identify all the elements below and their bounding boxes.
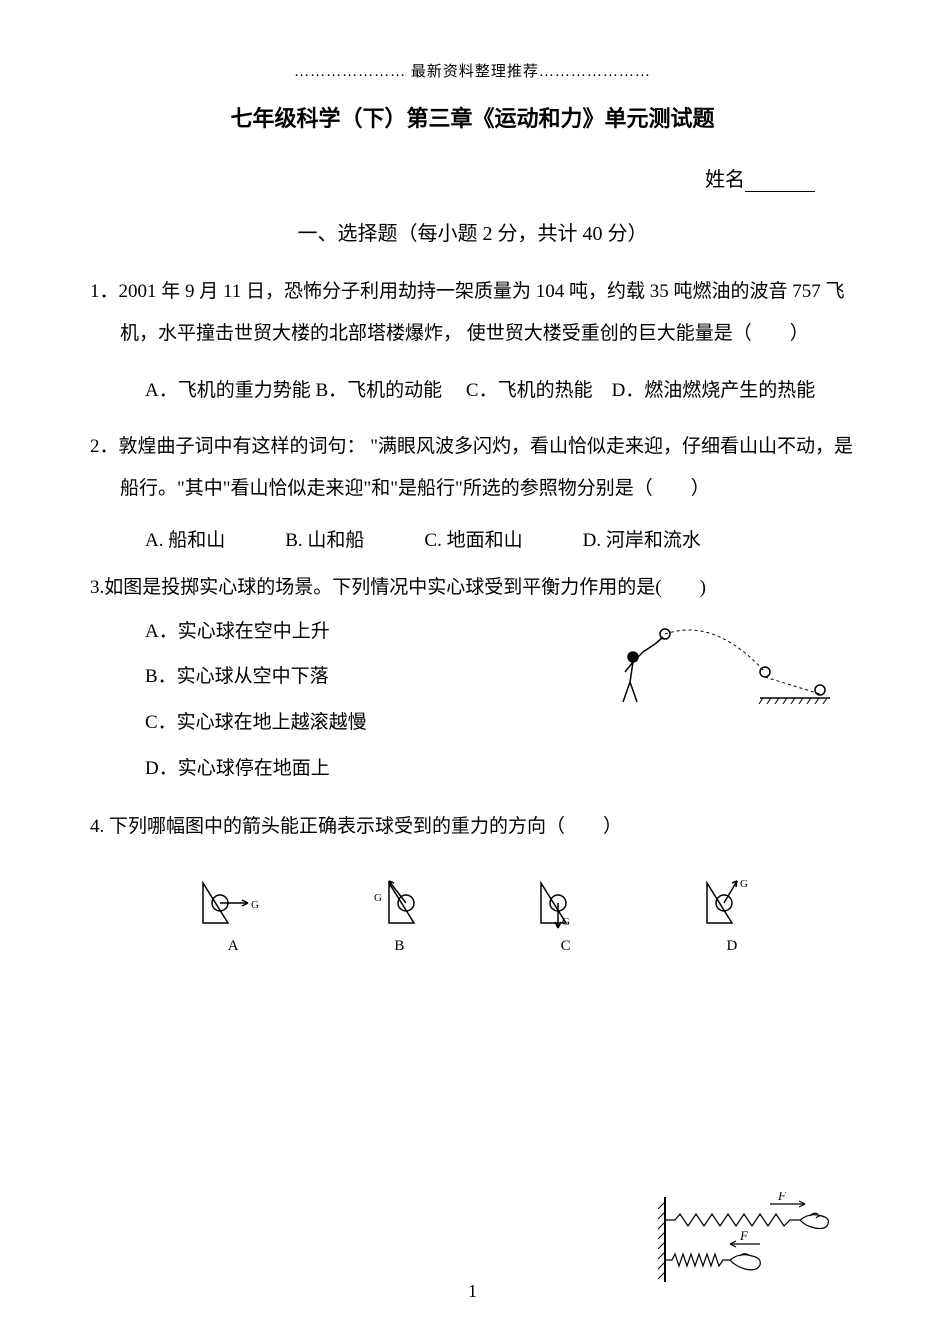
question-2: 2．敦煌曲子词中有这样的词句： "满眼风波多闪灼，看山恰似走来迎，仔细看山山不动… [90, 426, 855, 510]
q4-labelD: D [692, 938, 772, 955]
q1-text: 1．2001 年 9 月 11 日，恐怖分子利用劫持一架质量为 104 吨，约载… [90, 271, 855, 355]
q4-diagram-C: G C [526, 873, 606, 955]
svg-text:G: G [740, 878, 748, 890]
question-1: 1．2001 年 9 月 11 日，恐怖分子利用劫持一架质量为 104 吨，约载… [90, 271, 855, 355]
spring-diagram: F F [650, 1192, 845, 1287]
q2-optB: B. 山和船 [285, 525, 364, 552]
q1-opts-text: A．飞机的重力势能 B．飞机的动能 C．飞机的热能 D．燃油燃烧产生的热能 [145, 380, 815, 401]
q4-diagrams: G A G B G C G D [90, 863, 855, 955]
q4-text: 4. 下列哪幅图中的箭头能正确表示球受到的重力的方向（ ） [90, 806, 855, 848]
question-4: 4. 下列哪幅图中的箭头能正确表示球受到的重力的方向（ ） [90, 806, 855, 848]
q1-options: A．飞机的重力势能 B．飞机的动能 C．飞机的热能 D．燃油燃烧产生的热能 [145, 370, 855, 412]
q3-optD: D．实心球停在地面上 [145, 746, 855, 792]
page-title: 七年级科学（下）第三章《运动和力》单元测试题 [90, 101, 855, 133]
q3-text: 3.如图是投掷实心球的场景。下列情况中实心球受到平衡力作用的是( ) [90, 567, 855, 609]
name-label: 姓名 [705, 169, 745, 191]
header-banner: ………………… 最新资料整理推荐………………… [90, 60, 855, 81]
name-blank [745, 191, 815, 192]
q4-diagram-D: G D [692, 873, 772, 955]
spring-F1-label: F [777, 1192, 787, 1203]
q2-text: 2．敦煌曲子词中有这样的词句： "满眼风波多闪灼，看山恰似走来迎，仔细看山山不动… [90, 426, 855, 510]
section-header: 一、选择题（每小题 2 分，共计 40 分） [90, 217, 855, 246]
svg-text:G: G [562, 916, 570, 928]
q4-labelB: B [359, 938, 439, 955]
question-3: 3.如图是投掷实心球的场景。下列情况中实心球受到平衡力作用的是( ) A．实心球… [90, 567, 855, 791]
q2-optD: D. 河岸和流水 [583, 525, 701, 552]
q4-labelC: C [526, 938, 606, 955]
q2-options: A. 船和山 B. 山和船 C. 地面和山 D. 河岸和流水 [90, 525, 855, 552]
g-label-A: G [251, 899, 259, 911]
q2-optA: A. 船和山 [145, 525, 225, 552]
spring-F2-label: F [739, 1228, 749, 1243]
q4-diagram-A: G A [193, 873, 273, 955]
q2-optC: C. 地面和山 [424, 525, 522, 552]
svg-text:G: G [374, 892, 382, 904]
q4-labelA: A [193, 938, 273, 955]
name-field-container: 姓名 [90, 163, 855, 192]
page-number: 1 [468, 1281, 477, 1302]
q3-throw-ball-diagram [605, 622, 835, 717]
q4-diagram-B: G B [359, 873, 439, 955]
